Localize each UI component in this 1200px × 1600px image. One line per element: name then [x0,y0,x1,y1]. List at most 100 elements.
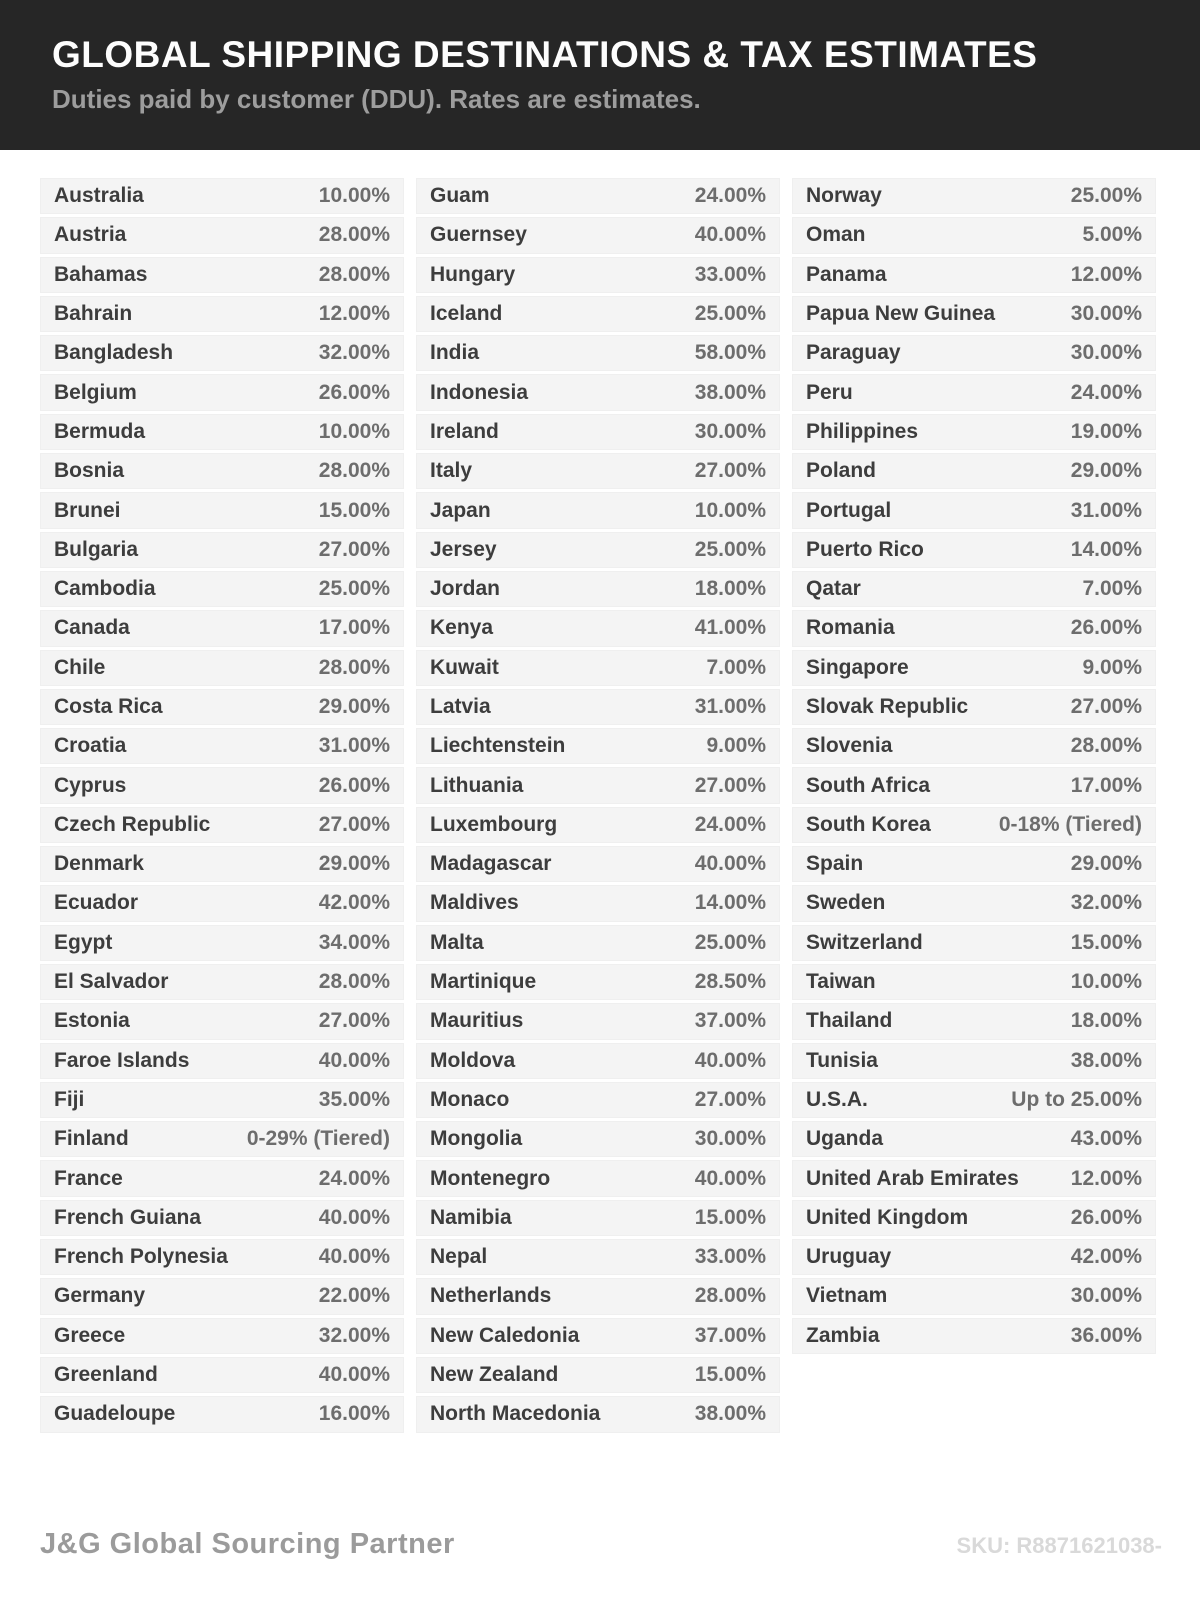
tax-rate: 41.00% [694,616,766,640]
table-row: Estonia 27.00% [40,1003,404,1040]
tax-rate: 32.00% [1070,891,1142,915]
tax-rate: 29.00% [318,695,390,718]
tax-rate: 17.00% [1070,773,1142,797]
tax-rate: 9.00% [706,734,766,758]
tax-rate: 29.00% [1070,459,1142,483]
table-row: Puerto Rico 14.00% [792,531,1156,568]
page-title: GLOBAL SHIPPING DESTINATIONS & TAX ESTIM… [52,34,1038,75]
country-name: Greece [54,1323,126,1347]
country-name: Fiji [54,1087,85,1111]
country-name: Greenland [54,1363,158,1387]
country-name: Austria [54,223,127,247]
table-row: Bahrain 12.00% [40,295,404,333]
country-name: Bangladesh [54,341,174,365]
table-row: Slovenia 28.00% [792,728,1156,765]
table-row: Fiji 35.00% [40,1081,404,1119]
country-name: Zambia [806,1323,880,1347]
country-name: Madagascar [430,852,552,876]
country-name: French Guiana [54,1205,202,1229]
table-row: Peru 24.00% [792,374,1156,411]
country-name: India [430,341,480,365]
tax-rate: 36.00% [1070,1323,1142,1347]
table-row: Lithuania 27.00% [416,767,780,804]
tax-rate: 25.00% [694,537,766,561]
table-row: Hungary 33.00% [416,256,780,293]
table-row: India 58.00% [416,335,780,372]
tax-rate: 30.00% [694,1127,766,1151]
table-row: Denmark 29.00% [40,846,404,883]
country-name: Sweden [806,891,886,915]
country-name: Singapore [806,655,909,679]
country-name: Paraguay [806,341,901,365]
country-name: Maldives [430,891,519,915]
country-name: Iceland [430,302,503,326]
tax-rate: 40.00% [318,1048,390,1072]
tax-rate: 25.00% [694,930,766,954]
country-name: Thailand [806,1009,893,1033]
country-name: Romania [806,616,895,640]
country-name: Belgium [54,380,137,404]
tax-rate: 22.00% [318,1284,390,1308]
table-row: Bosnia 28.00% [40,453,404,490]
table-row: Oman 5.00% [792,217,1156,254]
table-row: New Zealand 15.00% [416,1356,780,1394]
country-name: Japan [430,498,491,522]
tax-rate: 27.00% [1070,695,1142,718]
tax-rate: 30.00% [1070,302,1142,326]
country-name: Spain [806,852,864,876]
country-name: Croatia [54,734,127,758]
table-row: Singapore 9.00% [792,649,1156,686]
country-name: South Korea [806,812,931,836]
table-row: Guadeloupe 16.00% [40,1396,404,1433]
country-name: Egypt [54,930,113,954]
table-row: Cyprus 26.00% [40,767,404,804]
country-name: Canada [54,616,130,640]
tax-rate: 14.00% [1070,537,1142,561]
tax-rate: 26.00% [318,773,390,797]
tax-rate: 15.00% [1070,930,1142,954]
tax-rate: 25.00% [318,577,390,601]
country-name: Tunisia [806,1048,878,1072]
table-row: Portugal 31.00% [792,492,1156,529]
table-row: North Macedonia 38.00% [416,1396,780,1433]
tax-rate: 24.00% [694,812,766,836]
tax-rate: 38.00% [694,1402,766,1426]
table-row: Romania 26.00% [792,610,1156,647]
tax-rate: 27.00% [318,1009,390,1033]
country-name: Puerto Rico [806,537,924,561]
table-row: French Guiana 40.00% [40,1199,404,1237]
country-name: New Zealand [430,1363,559,1387]
country-name: Nepal [430,1245,488,1269]
tax-rate: 40.00% [694,1166,766,1190]
table-row: Latvia 31.00% [416,688,780,726]
tax-rate: 30.00% [1070,341,1142,365]
tax-rate: 40.00% [694,223,766,247]
rates-table: Australia 10.00% Austria 28.00% Bahamas … [40,178,1156,1433]
table-row: Paraguay 30.00% [792,335,1156,372]
country-name: Brunei [54,498,121,522]
tax-rate: 38.00% [1070,1048,1142,1072]
country-name: Taiwan [806,970,876,994]
country-name: South Africa [806,773,931,797]
table-row: Canada 17.00% [40,610,404,647]
tax-rate: 40.00% [694,1048,766,1072]
tax-rate: 27.00% [694,773,766,797]
tax-rate: 43.00% [1070,1127,1142,1151]
tax-rate: 30.00% [694,419,766,443]
country-name: Costa Rica [54,695,163,718]
table-row: Switzerland 15.00% [792,924,1156,961]
country-name: Hungary [430,262,516,286]
tax-rate: 40.00% [694,852,766,876]
tax-rate: Up to 25.00% [1011,1087,1142,1111]
table-row: Maldives 14.00% [416,885,780,922]
tax-rate: 10.00% [318,184,390,208]
table-row: Chile 28.00% [40,649,404,686]
country-name: Indonesia [430,380,529,404]
country-name: Germany [54,1284,146,1308]
country-name: Guam [430,184,490,208]
tax-rate: 18.00% [1070,1009,1142,1033]
table-row: Netherlands 28.00% [416,1278,780,1315]
table-row: Martinique 28.50% [416,963,780,1001]
table-row: Australia 10.00% [40,178,404,215]
table-row: Jordan 18.00% [416,570,780,608]
